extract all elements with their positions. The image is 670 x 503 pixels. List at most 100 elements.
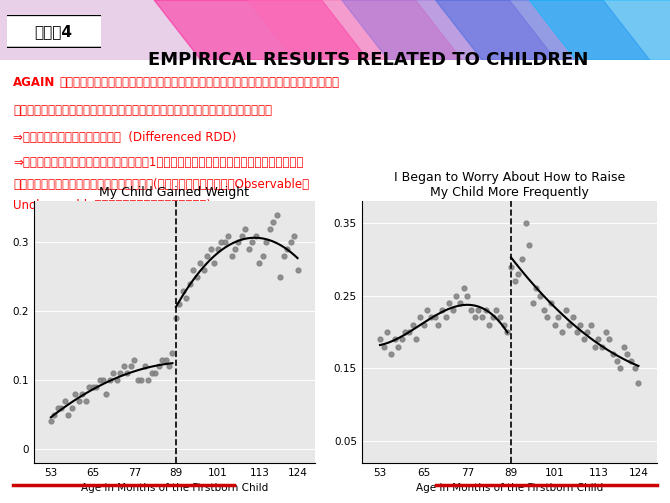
Point	[433, 321, 444, 329]
Point	[484, 321, 494, 329]
Point	[275, 273, 285, 281]
Point	[422, 306, 433, 314]
Point	[219, 238, 230, 246]
Point	[488, 313, 498, 321]
Point	[578, 335, 589, 343]
Text: 前後の変化に注目。プラス、前の年の平時のことも聞き、断層はないことを確認。: 前後の変化に注目。プラス、前の年の平時のことも聞き、断層はないことを確認。	[13, 104, 273, 117]
Point	[90, 383, 101, 391]
Point	[181, 294, 192, 302]
Point	[149, 369, 160, 377]
Text: EMPIRICAL RESULTS RELATED TO CHILDREN: EMPIRICAL RESULTS RELATED TO CHILDREN	[148, 51, 589, 69]
Point	[458, 284, 469, 292]
Title: I Began to Worry About How to Raise
My Child More Frequently: I Began to Worry About How to Raise My C…	[393, 171, 625, 199]
Point	[491, 306, 502, 314]
Point	[553, 313, 563, 321]
Point	[73, 397, 84, 405]
Point	[604, 335, 614, 343]
Point	[230, 245, 241, 254]
Point	[545, 299, 556, 307]
Point	[119, 362, 129, 370]
Text: ⇒レベルの差はコントロール済み  (Differenced RDD): ⇒レベルの差はコントロール済み (Differenced RDD)	[13, 131, 237, 144]
Point	[292, 266, 303, 274]
Point	[122, 369, 133, 377]
Point	[379, 343, 389, 351]
Point	[466, 306, 476, 314]
Point	[56, 404, 66, 412]
Point	[425, 313, 436, 321]
Point	[157, 356, 168, 364]
Point	[209, 259, 220, 267]
Point	[285, 238, 296, 246]
Point	[261, 238, 271, 246]
Point	[560, 306, 571, 314]
Point	[254, 259, 265, 267]
Point	[136, 376, 147, 384]
Point	[153, 362, 164, 370]
Point	[448, 306, 458, 314]
Point	[480, 306, 491, 314]
X-axis label: Age in Months of the Firstborn Child: Age in Months of the Firstborn Child	[80, 483, 268, 493]
Point	[502, 328, 513, 336]
Point	[146, 369, 157, 377]
Point	[226, 252, 237, 260]
Point	[188, 266, 199, 274]
Point	[629, 364, 640, 372]
Point	[418, 321, 429, 329]
Point	[178, 287, 188, 295]
Point	[622, 350, 633, 358]
Point	[404, 328, 415, 336]
Point	[542, 313, 553, 321]
Point	[494, 313, 505, 321]
Point	[184, 280, 195, 288]
Text: AGAIN: AGAIN	[13, 75, 56, 89]
Point	[586, 321, 596, 329]
Point	[198, 266, 209, 274]
Point	[517, 256, 527, 264]
Point	[251, 231, 261, 239]
X-axis label: Age in Months of the Firstborn Child: Age in Months of the Firstborn Child	[415, 483, 603, 493]
Point	[268, 218, 279, 226]
Point	[237, 231, 247, 239]
Point	[202, 252, 212, 260]
Point	[557, 328, 567, 336]
FancyBboxPatch shape	[3, 15, 105, 48]
Point	[393, 343, 403, 351]
Point	[415, 313, 425, 321]
Point	[192, 273, 202, 281]
Point	[590, 343, 600, 351]
Point	[87, 383, 98, 391]
Point	[289, 231, 299, 239]
Text: Unobservableの両方に差はなかったことに注意。): Unobservableの両方に差はなかったことに注意。)	[13, 199, 212, 212]
Point	[111, 376, 122, 384]
Point	[129, 356, 139, 364]
Point	[608, 350, 618, 358]
Point	[385, 350, 396, 358]
Point	[527, 299, 538, 307]
Point	[451, 292, 462, 300]
Point	[282, 245, 293, 254]
Point	[84, 383, 94, 391]
Point	[611, 357, 622, 365]
Point	[564, 321, 575, 329]
Point	[597, 343, 608, 351]
Point	[567, 313, 578, 321]
Polygon shape	[248, 0, 462, 60]
Point	[571, 328, 582, 336]
Point	[115, 369, 126, 377]
Point	[171, 314, 182, 322]
Point	[49, 410, 60, 418]
Point	[531, 284, 542, 292]
Point	[400, 328, 411, 336]
Polygon shape	[436, 0, 650, 60]
Point	[160, 356, 171, 364]
Point	[509, 277, 520, 285]
Point	[411, 335, 421, 343]
Point	[618, 343, 629, 351]
Point	[535, 292, 545, 300]
Text: ：「コロナ禍に伴う変化として該当するものをお選びください。」という質問項目。休校: ：「コロナ禍に伴う変化として該当するものをお選びください。」という質問項目。休校	[60, 75, 340, 89]
Point	[52, 404, 63, 412]
Point	[222, 231, 233, 239]
Point	[278, 252, 289, 260]
Point	[437, 306, 448, 314]
Point	[615, 364, 626, 372]
